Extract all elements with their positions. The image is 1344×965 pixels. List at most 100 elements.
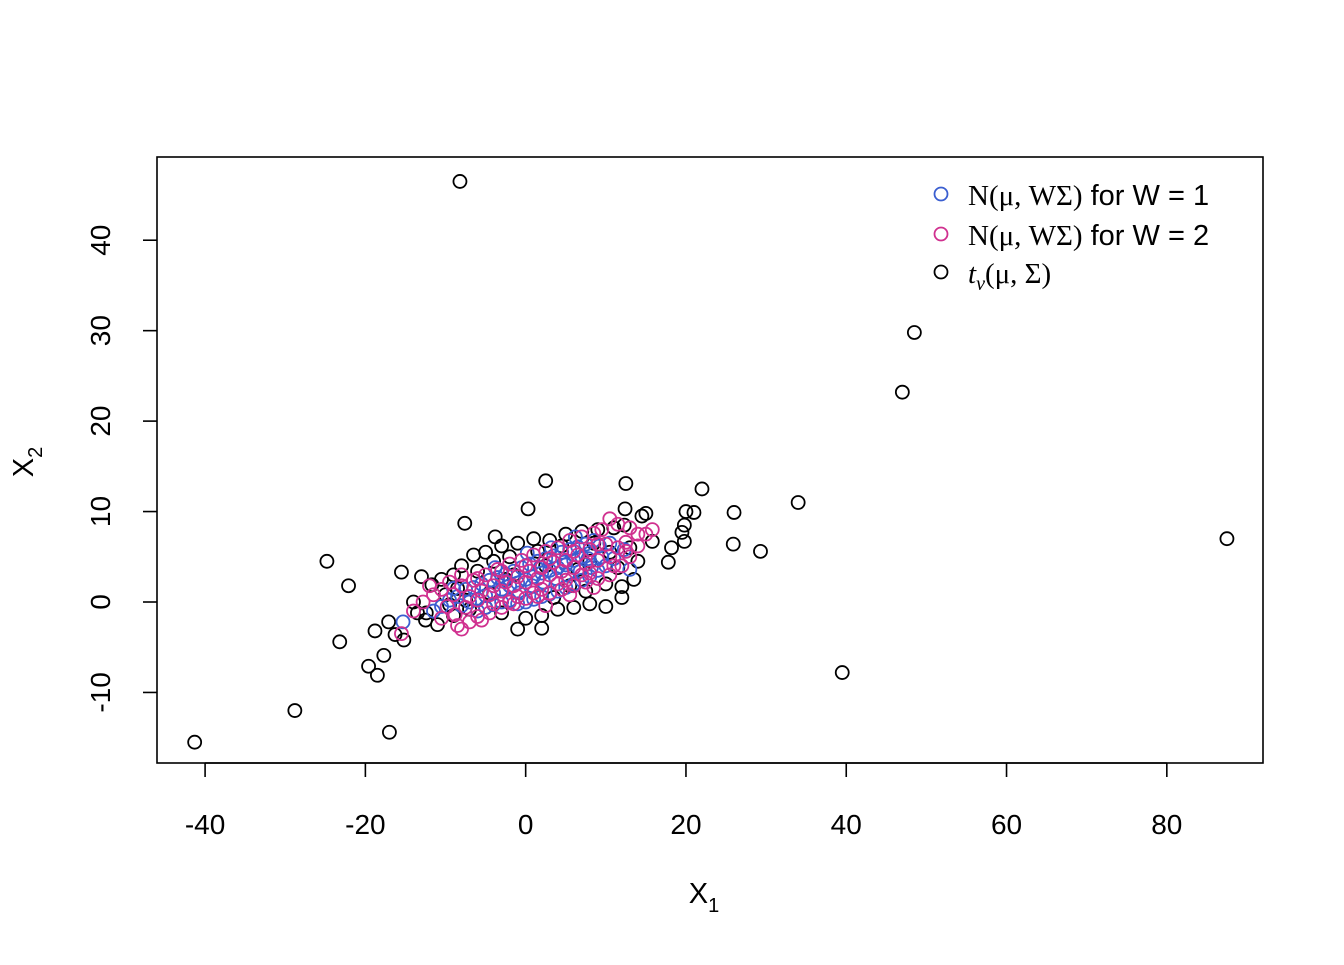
point-tdist xyxy=(630,553,646,569)
x-axis-label: X1 xyxy=(689,878,719,917)
point-w2 xyxy=(598,536,614,552)
point-w1 xyxy=(534,589,550,604)
point-tdist xyxy=(382,724,397,740)
point-tdist xyxy=(894,384,910,400)
point-w2 xyxy=(586,580,602,595)
point-w2 xyxy=(394,626,409,642)
point-tdist xyxy=(638,505,654,521)
x-tick-label: -20 xyxy=(345,809,385,840)
point-w2 xyxy=(618,543,634,559)
point-w2 xyxy=(546,554,562,570)
y-tick-label: 30 xyxy=(85,315,116,346)
point-tdist xyxy=(287,703,303,718)
point-tdist xyxy=(332,634,348,650)
series-w2 xyxy=(394,511,660,642)
point-tdist xyxy=(381,614,397,630)
legend-label-w1: N(μ, WΣ) for W = 1 xyxy=(968,180,1209,212)
point-tdist xyxy=(478,544,493,560)
point-w2 xyxy=(518,558,534,574)
legend-marker-tdist xyxy=(933,264,949,280)
point-w2 xyxy=(406,603,421,619)
point-tdist xyxy=(664,540,679,556)
point-tdist xyxy=(494,538,510,554)
point-tdist xyxy=(510,621,526,637)
point-w2 xyxy=(618,534,634,550)
point-w2 xyxy=(439,599,455,614)
point-tdist xyxy=(394,564,409,580)
point-w2 xyxy=(590,536,606,552)
point-w2 xyxy=(494,563,510,579)
point-tdist xyxy=(674,524,690,540)
point-w2 xyxy=(434,610,449,626)
point-w2 xyxy=(606,558,622,574)
point-w2 xyxy=(415,594,431,610)
point-tdist xyxy=(367,623,383,639)
point-tdist xyxy=(614,579,630,595)
x-tick-label: -40 xyxy=(185,809,225,840)
legend-label-w2: N(μ, WΣ) for W = 2 xyxy=(968,220,1209,252)
point-tdist xyxy=(538,473,554,489)
x-tick-label: 80 xyxy=(1151,809,1182,840)
point-w2 xyxy=(602,511,618,527)
x-tick-label: 40 xyxy=(831,809,862,840)
y-tick-label: -10 xyxy=(85,672,116,712)
point-tdist xyxy=(518,610,534,626)
point-tdist xyxy=(676,534,692,549)
point-tdist xyxy=(457,515,473,531)
point-w2 xyxy=(454,567,469,583)
y-tick-label: 20 xyxy=(85,406,116,437)
point-w1 xyxy=(434,599,449,614)
point-w2 xyxy=(550,576,566,592)
point-tdist xyxy=(1219,531,1235,547)
point-tdist xyxy=(614,590,630,605)
point-w1 xyxy=(395,614,411,630)
point-w2 xyxy=(478,567,493,583)
point-tdist xyxy=(520,501,536,517)
point-tdist xyxy=(617,501,633,517)
point-w2 xyxy=(644,522,660,538)
point-w2 xyxy=(582,565,598,581)
point-tdist xyxy=(454,558,469,574)
point-tdist xyxy=(361,658,376,674)
point-tdist xyxy=(494,605,510,621)
point-w1 xyxy=(458,581,473,597)
point-tdist xyxy=(369,667,385,683)
legend-label-tdist: tν(μ, Σ) xyxy=(968,258,1051,295)
x-axis: -40 -20 0 20 40 60 80 xyxy=(185,762,1182,840)
point-tdist xyxy=(486,553,502,569)
point-tdist xyxy=(187,734,203,750)
point-w2 xyxy=(470,592,485,608)
legend: N(μ, WΣ) for W = 1 N(μ, WΣ) for W = 2 tν… xyxy=(933,180,1209,295)
y-axis: -10 0 10 20 30 40 xyxy=(85,225,157,713)
point-w2 xyxy=(570,547,586,563)
point-tdist xyxy=(376,647,392,663)
x-tick-label: 60 xyxy=(991,809,1022,840)
legend-marker-w2 xyxy=(933,226,949,242)
x-tick-label: 0 xyxy=(518,809,534,840)
point-tdist xyxy=(618,476,634,491)
point-tdist xyxy=(686,505,702,520)
point-tdist xyxy=(726,505,742,520)
point-tdist xyxy=(753,543,768,559)
point-w2 xyxy=(447,607,463,623)
point-w2 xyxy=(422,578,437,594)
y-axis-label: X2 xyxy=(8,447,47,477)
point-tdist xyxy=(694,481,710,497)
point-tdist xyxy=(660,554,676,570)
point-w2 xyxy=(534,581,550,597)
point-tdist xyxy=(396,632,412,648)
points-layer xyxy=(187,174,1235,750)
point-w2 xyxy=(510,569,526,585)
point-tdist xyxy=(510,535,526,551)
point-tdist xyxy=(626,571,642,587)
point-w2 xyxy=(454,578,469,594)
point-w2 xyxy=(470,571,485,586)
point-tdist xyxy=(319,553,335,569)
legend-marker-w1 xyxy=(933,186,949,202)
point-w2 xyxy=(526,547,542,563)
point-tdist xyxy=(598,599,614,614)
point-w2 xyxy=(558,572,574,588)
